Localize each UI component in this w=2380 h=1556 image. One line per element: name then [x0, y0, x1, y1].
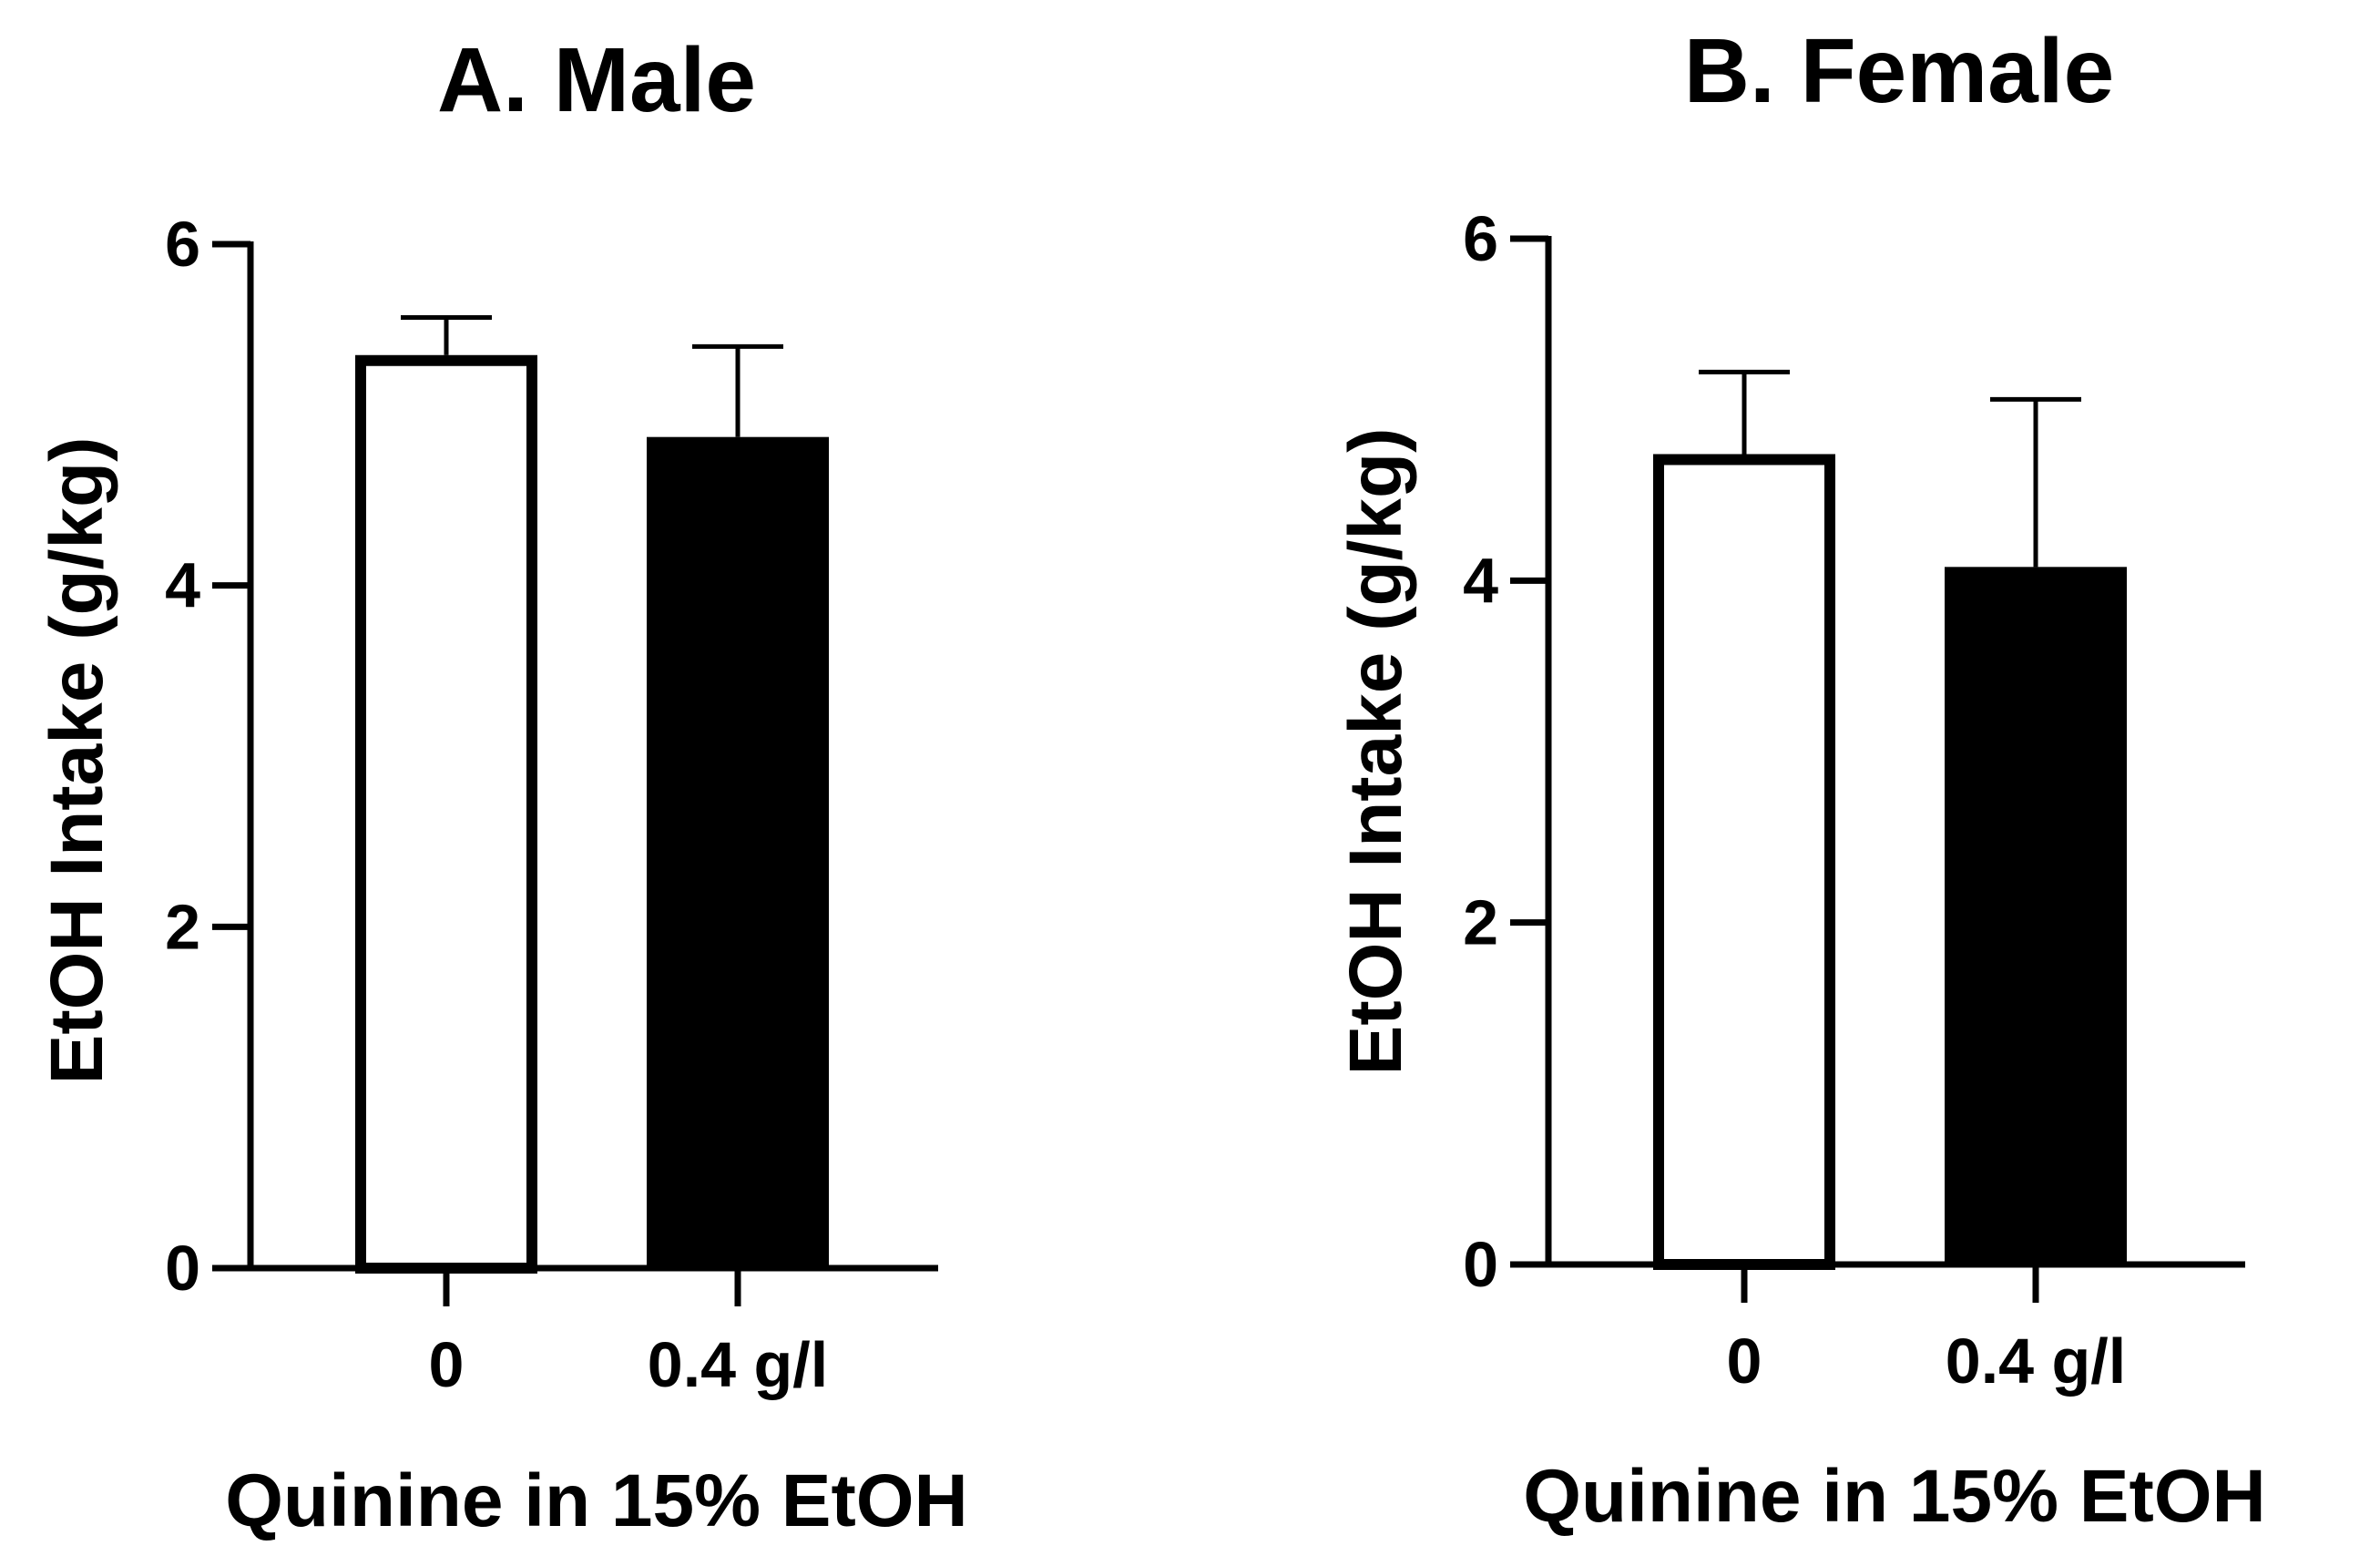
y-axis-label: EtOH Intake (g/kg) — [36, 437, 118, 1085]
y-tick-label-2: 2 — [165, 891, 200, 962]
y-axis-label: EtOH Intake (g/kg) — [1334, 428, 1417, 1076]
y-tick-label-2: 2 — [1463, 887, 1498, 958]
x-tick-label-1: 0 — [429, 1329, 465, 1400]
y-tick-label-0: 0 — [165, 1233, 200, 1304]
x-tick-label-2: 0.4 g/l — [648, 1329, 828, 1400]
x-axis-label: Quinine in 15% EtOH — [1523, 1455, 2266, 1538]
plot-area: 0 2 4 6 0 0.4 g/l — [165, 209, 938, 1400]
y-tick-label-4: 4 — [165, 550, 200, 621]
panel-b-female: B. Female EtOH Intake (g/kg) Quinine in … — [1334, 20, 2266, 1538]
error-bar-2 — [1990, 396, 2081, 568]
error-bar-1 — [1699, 369, 1790, 455]
plot-area: 0 2 4 6 0 0.4 g/l — [1463, 203, 2245, 1397]
x-tick-label-1: 0 — [1727, 1326, 1762, 1397]
bar-2 — [647, 436, 829, 1269]
panel-a-male: A. Male EtOH Intake (g/kg) Quinine in 15… — [36, 29, 968, 1542]
bar-1 — [1653, 454, 1835, 1270]
x-axis-label: Quinine in 15% EtOH — [225, 1459, 968, 1542]
panel-title: B. Female — [1684, 20, 2114, 122]
error-bar-1 — [401, 315, 492, 355]
bar-2 — [1945, 567, 2127, 1264]
y-tick-label-4: 4 — [1463, 545, 1498, 616]
y-tick-label-6: 6 — [1463, 203, 1498, 274]
bar-1 — [355, 354, 537, 1274]
x-tick-label-2: 0.4 g/l — [1946, 1326, 2126, 1397]
error-bar-2 — [692, 343, 783, 437]
y-tick-label-6: 6 — [165, 209, 200, 280]
panel-title: A. Male — [437, 29, 756, 131]
y-tick-label-0: 0 — [1463, 1229, 1498, 1300]
